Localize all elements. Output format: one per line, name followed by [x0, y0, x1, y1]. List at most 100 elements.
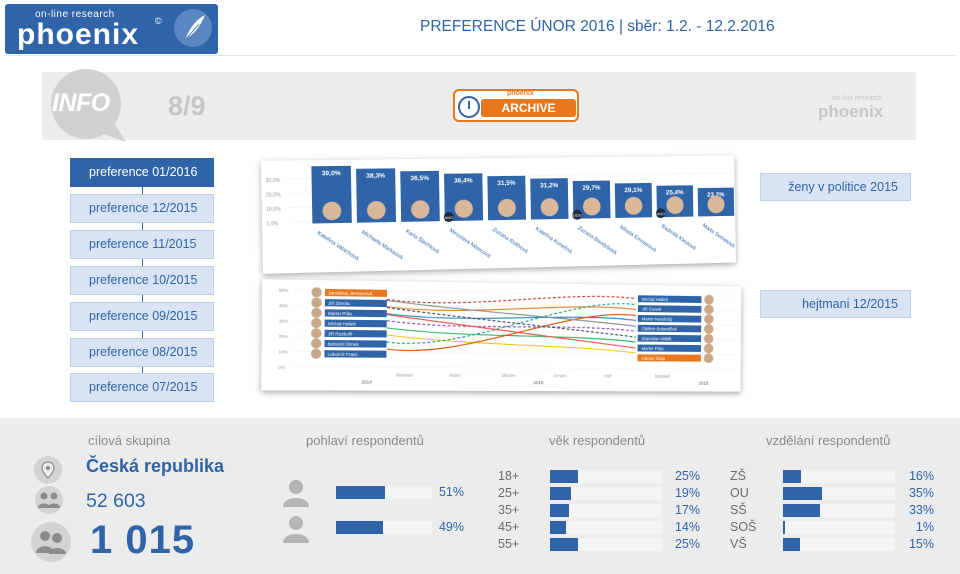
- ytick-label: 30,0%: [265, 178, 281, 184]
- bar-track: [550, 504, 662, 517]
- xtick-label: leden: [449, 373, 461, 378]
- education-title: vzdělání respondentů: [766, 433, 890, 448]
- percent-label: 49%: [428, 520, 464, 534]
- party-badge-label: ODS: [573, 213, 582, 218]
- bar-track: [550, 487, 662, 500]
- small-logo-word: phoenix: [818, 102, 883, 122]
- thumb-governors[interactable]: 50% 40% 30% 20% 10% 0% listopad leden březen červ…: [261, 279, 741, 391]
- portrait-icon: [311, 349, 322, 359]
- percent-label: 14%: [664, 520, 700, 534]
- year-label: 2016: [699, 381, 709, 386]
- bar-track: [550, 521, 662, 534]
- tag-women-politics[interactable]: ženy v politice 2015: [760, 173, 911, 201]
- bar-track: [783, 504, 895, 517]
- small-phoenix-logo: on-line research phoenix: [818, 95, 883, 122]
- gender-title: pohlaví respondentů: [306, 433, 424, 448]
- politician-name: Marta Semelová: [701, 223, 736, 250]
- right-name-label: Jiří Čunek: [642, 306, 662, 312]
- category-label: 18+: [498, 469, 519, 483]
- pref-item-11-2015[interactable]: preference 11/2015: [70, 230, 214, 259]
- percent-label: 33%: [898, 503, 934, 517]
- portrait-icon: [311, 297, 322, 307]
- sample-size: 1 015: [90, 518, 195, 563]
- bar-value-label: 29,1%: [624, 187, 642, 194]
- ytick-label: 50%: [279, 288, 288, 293]
- pref-item-08-2015[interactable]: preference 08/2015: [70, 338, 214, 367]
- right-name-label: Oldřich Bubeníček: [642, 326, 678, 331]
- feather-icon: [173, 8, 213, 48]
- age-title: věk respondentů: [549, 433, 645, 448]
- politician-name: Radmila Kleslová: [660, 224, 697, 252]
- portrait-icon: [311, 318, 322, 328]
- pref-item-12-2015[interactable]: preference 12/2015: [70, 194, 214, 223]
- female-icon: [282, 514, 310, 544]
- women-politics-chart: 30,0%20,0%10,0%0,0%39,0%Kateřina Valacho…: [261, 155, 736, 273]
- politician-name: Karla Šlechtová: [404, 228, 441, 256]
- target-population: 52 603: [86, 490, 146, 513]
- bar-fill: [550, 504, 569, 517]
- left-name-label: Bohumil Šimek: [328, 341, 360, 347]
- ytick-label: 20,0%: [266, 192, 282, 198]
- bar-fill: [783, 470, 801, 483]
- bar-value-label: 25,4%: [666, 189, 684, 196]
- small-logo-tagline: on-line research: [832, 95, 883, 102]
- right-name-label: Michal Hašek: [642, 297, 669, 302]
- politician-name: Miroslava Němcová: [448, 228, 492, 260]
- right-name-label: Václav Šlajs: [641, 355, 665, 361]
- pref-item-09-2015[interactable]: preference 09/2015: [70, 302, 214, 331]
- bar-track: [783, 487, 895, 500]
- ytick-label: 40%: [279, 303, 288, 308]
- bar-fill: [783, 538, 800, 551]
- bar-fill: [336, 486, 385, 499]
- bar-track: [783, 470, 895, 483]
- bar-track: [336, 486, 432, 499]
- location-pin-icon: [33, 455, 63, 485]
- ytick-label: 0,0%: [266, 221, 279, 227]
- bar-value-label: 39,0%: [322, 170, 341, 177]
- politician-name: Kateřina Valachová: [316, 230, 361, 262]
- category-label: OU: [730, 486, 749, 500]
- politician-name: Michaela Marksová: [360, 229, 404, 261]
- info-label: INFO: [52, 89, 110, 118]
- portrait-icon: [704, 305, 714, 315]
- bar-fill: [550, 487, 571, 500]
- target-group-title: cílová skupina: [88, 433, 170, 448]
- percent-label: 16%: [898, 469, 934, 483]
- left-name-label: Jiří Zimola: [328, 301, 350, 306]
- phoenix-logo[interactable]: on-line research phoenix ©: [5, 4, 218, 54]
- year-label: 2015: [533, 380, 543, 385]
- thumb-women-politics[interactable]: 30,0% 20,0% 10,0% 0,0% 39,0% Kateřina Valacho…: [261, 155, 736, 273]
- year-label: 2014: [361, 380, 372, 385]
- ytick-label: 10%: [278, 349, 287, 354]
- bar-track: [550, 538, 662, 551]
- politician-name: Kateřina Konečná: [534, 226, 574, 255]
- pref-connector: [142, 187, 143, 194]
- respondents-icon: [30, 521, 72, 563]
- percent-label: 17%: [664, 503, 700, 517]
- pref-item-01-2016[interactable]: preference 01/2016: [70, 158, 214, 187]
- pref-connector: [142, 223, 143, 230]
- xtick-label: červen: [553, 373, 567, 378]
- bar-value-label: 38,3%: [366, 173, 385, 180]
- bar-track: [783, 538, 895, 551]
- right-name-label: Martin Netolický: [642, 317, 673, 322]
- bar-value-label: 36,4%: [454, 177, 473, 184]
- tag-governors[interactable]: hejtmani 12/2015: [760, 290, 911, 318]
- pref-connector: [142, 259, 143, 266]
- pref-connector: [142, 295, 143, 302]
- bar-track: [550, 470, 662, 483]
- bar-value-label: 36,5%: [410, 175, 429, 182]
- bar-fill: [550, 470, 578, 483]
- pref-item-07-2015[interactable]: preference 07/2015: [70, 373, 214, 402]
- page-indicator: 8/9: [168, 91, 206, 122]
- archive-label: ARCHIVE: [481, 99, 576, 117]
- archive-button[interactable]: phoenix ARCHIVE: [453, 89, 579, 122]
- left-name-label: Jiří Rozbořil: [328, 331, 353, 336]
- left-name-label: Lubomír Franc: [328, 352, 359, 357]
- portrait-icon: [704, 353, 714, 363]
- portrait-icon: [311, 338, 322, 348]
- pref-item-10-2015[interactable]: preference 10/2015: [70, 266, 214, 295]
- bar-track: [336, 521, 432, 534]
- page-title: PREFERENCE ÚNOR 2016 | sběr: 1.2. - 12.2…: [420, 18, 775, 36]
